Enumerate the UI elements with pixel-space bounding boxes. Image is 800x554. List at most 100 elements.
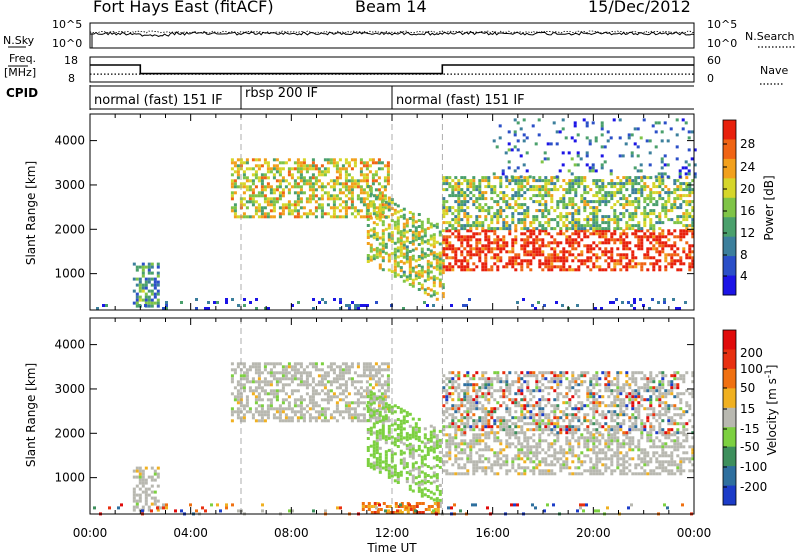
power-cell	[649, 221, 653, 225]
velocity-cell	[347, 410, 351, 414]
velocity-cell	[414, 431, 418, 435]
velocity-cell	[616, 466, 620, 470]
velocity-cell	[670, 451, 674, 455]
velocity-cell	[607, 433, 611, 437]
velocity-cell	[475, 407, 479, 411]
velocity-cell	[514, 425, 518, 429]
velocity-cell	[460, 428, 464, 432]
power-cell	[405, 245, 409, 249]
velocity-cell	[520, 466, 524, 470]
power-cell	[466, 206, 470, 210]
velocity-cell	[366, 437, 370, 440]
velocity-cell	[625, 433, 629, 437]
power-cell	[445, 265, 449, 269]
power-cell	[664, 206, 668, 210]
velocity-cell	[595, 451, 599, 455]
velocity-cell	[329, 362, 333, 366]
velocity-cell	[526, 404, 530, 408]
velocity-cell	[655, 457, 659, 461]
power-cell	[487, 185, 491, 189]
power-cell	[523, 215, 527, 219]
power-cell	[562, 224, 566, 228]
power-cell	[438, 260, 442, 264]
velocity-cell	[547, 442, 551, 446]
velocity-cell	[278, 410, 282, 414]
velocity-cell	[254, 371, 258, 375]
power-cell	[263, 197, 267, 201]
velocity-cell	[484, 371, 488, 375]
velocity-cell	[429, 439, 433, 443]
power-cell	[457, 212, 461, 216]
power-cell	[420, 250, 424, 254]
velocity-cell	[438, 441, 442, 445]
velocity-cell	[520, 377, 524, 381]
power-cell	[323, 191, 327, 195]
velocity-cell	[616, 460, 620, 464]
power-cell	[269, 215, 273, 219]
power-cell	[631, 185, 635, 189]
power-cell	[381, 247, 385, 251]
velocity-cell	[369, 444, 373, 448]
velocity-cell	[408, 448, 412, 452]
velocity-cell	[481, 404, 485, 408]
velocity-cell	[457, 451, 461, 455]
velocity-cell	[311, 404, 315, 408]
power-cell	[359, 161, 363, 165]
power-cell	[547, 191, 551, 195]
velocity-cell	[275, 362, 279, 366]
colorbar-tick-label: 16	[740, 204, 755, 218]
power-cell	[685, 229, 689, 233]
power-cell	[435, 252, 439, 256]
power-cell	[432, 278, 436, 282]
power-cell	[457, 215, 461, 219]
power-cell	[508, 179, 512, 183]
velocity-cell	[323, 374, 327, 378]
power-cell	[399, 266, 403, 270]
power-cell	[661, 229, 665, 233]
velocity-cell	[496, 463, 500, 467]
power-cell	[507, 148, 511, 152]
velocity-cell	[622, 433, 626, 437]
power-cell	[311, 182, 315, 186]
power-cell	[547, 241, 551, 245]
power-cell	[296, 170, 300, 174]
power-cell	[493, 176, 497, 180]
velocity-cell	[135, 469, 139, 473]
power-cell	[627, 301, 630, 304]
power-cell	[296, 176, 300, 180]
velocity-cell	[460, 451, 464, 455]
velocity-cell	[463, 439, 467, 443]
velocity-cell	[378, 398, 382, 402]
velocity-cell	[502, 419, 506, 423]
velocity-cell	[457, 386, 461, 390]
velocity-cell	[396, 418, 400, 421]
power-cell	[362, 188, 366, 192]
velocity-cell	[469, 407, 473, 411]
velocity-cell	[290, 407, 294, 411]
velocity-cell	[269, 407, 273, 411]
power-cell	[661, 250, 665, 254]
power-cell	[369, 228, 373, 232]
velocity-cell	[380, 374, 384, 378]
power-cell	[381, 259, 385, 263]
power-cell	[466, 212, 470, 216]
power-cell	[529, 188, 533, 192]
velocity-cell	[396, 439, 400, 442]
power-cell	[511, 241, 515, 245]
velocity-cell	[517, 401, 521, 405]
velocity-cell	[460, 433, 464, 437]
power-cell	[311, 164, 315, 168]
velocity-cell	[526, 416, 530, 420]
power-cell	[670, 218, 674, 222]
power-cell	[341, 182, 345, 186]
power-cell	[278, 173, 282, 177]
velocity-cell	[390, 465, 394, 469]
velocity-cell	[658, 463, 662, 467]
power-cell	[451, 185, 455, 189]
power-cell	[667, 244, 671, 248]
velocity-cell	[233, 371, 237, 375]
power-cell	[375, 234, 379, 238]
power-cell	[233, 182, 237, 186]
power-cell	[649, 197, 653, 201]
velocity-cell	[457, 419, 461, 423]
